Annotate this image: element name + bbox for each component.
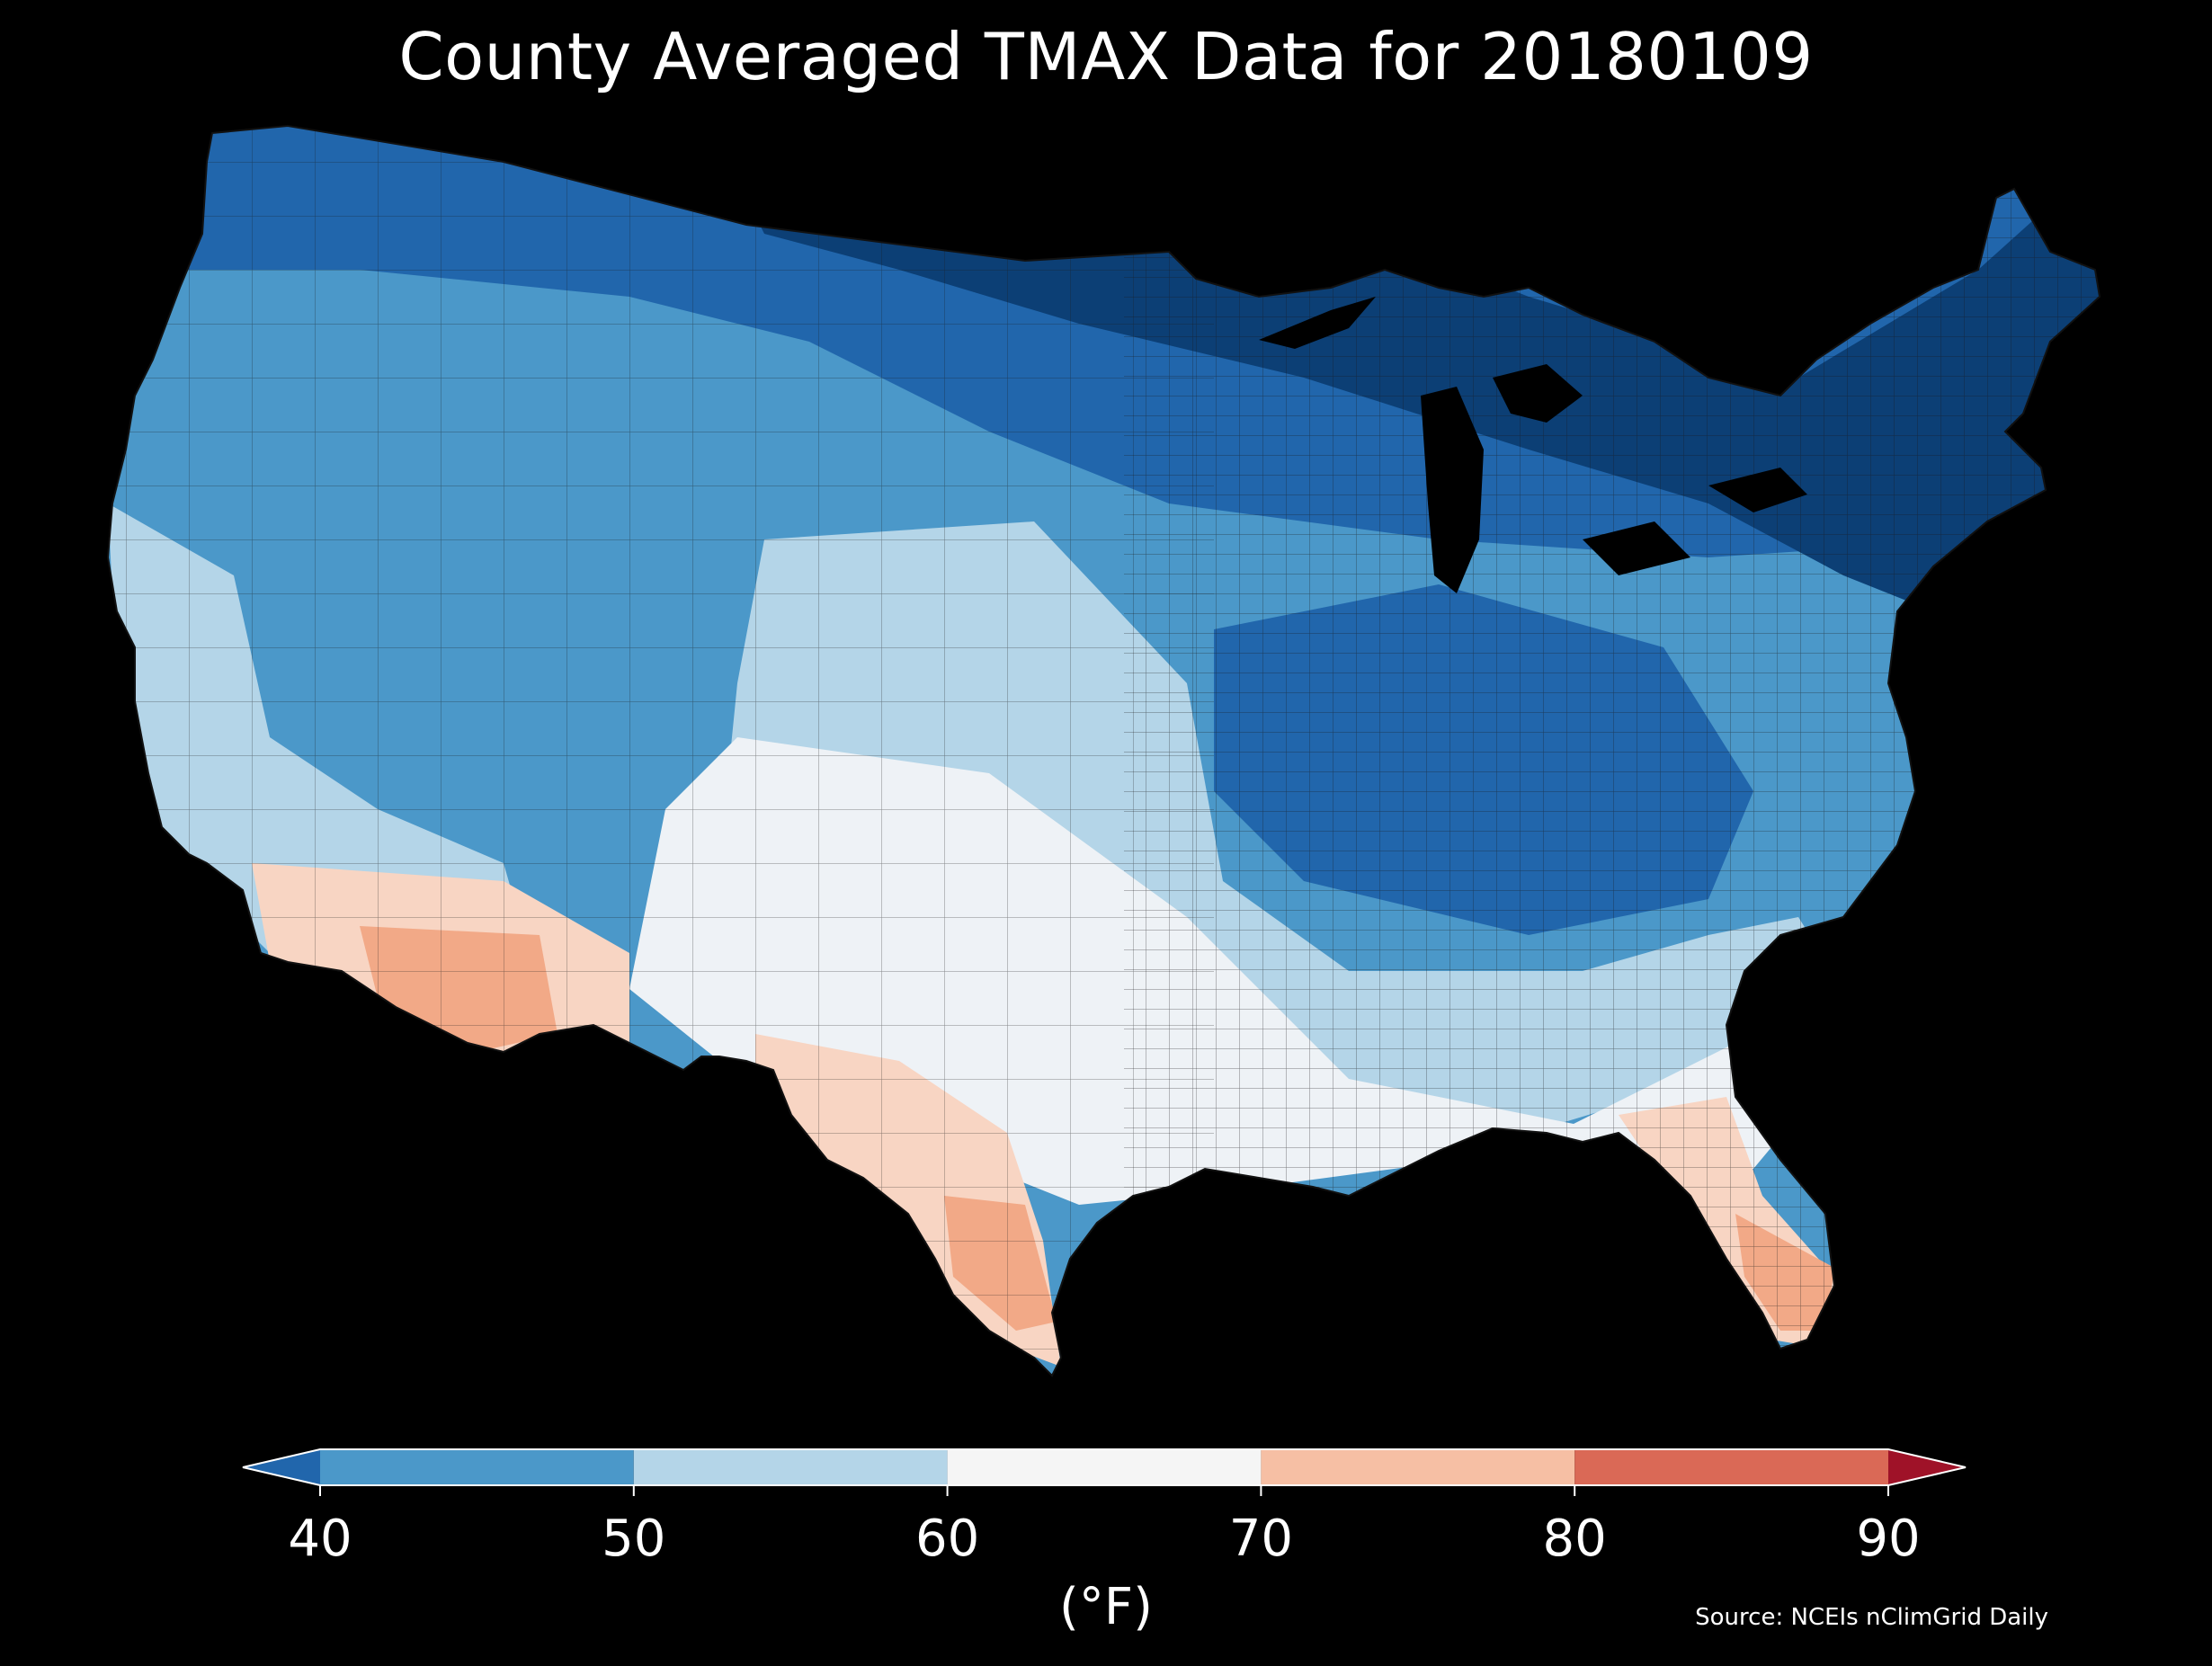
colorbar-tick-label: 70 bbox=[1228, 1510, 1294, 1568]
colorbar-under-arrow bbox=[243, 1449, 320, 1485]
colorbar-bin-1 bbox=[633, 1449, 948, 1485]
colorbar-over-arrow bbox=[1888, 1449, 1966, 1485]
colorbar-bin-4 bbox=[1574, 1449, 1888, 1485]
chart-title: County Averaged TMAX Data for 20180109 bbox=[398, 19, 1814, 94]
great-lakes bbox=[1259, 297, 1807, 593]
colorbar-tick-label: 80 bbox=[1542, 1510, 1607, 1568]
source-credit: Source: NCEIs nClimGrid Daily bbox=[1695, 1604, 2048, 1631]
colorbar-bin-3 bbox=[1261, 1449, 1575, 1485]
colorbar-tick-label: 50 bbox=[602, 1510, 666, 1568]
colorbar-bin-0 bbox=[320, 1449, 634, 1485]
colorbar-bin-2 bbox=[947, 1449, 1262, 1485]
us-outline bbox=[106, 124, 2101, 1377]
colorbar-tick-label: 90 bbox=[1856, 1510, 1921, 1568]
colorbar-units: (°F) bbox=[1059, 1578, 1153, 1636]
colorbar-tick-label: 40 bbox=[288, 1510, 352, 1568]
colorbar-tick-label: 60 bbox=[914, 1510, 980, 1568]
